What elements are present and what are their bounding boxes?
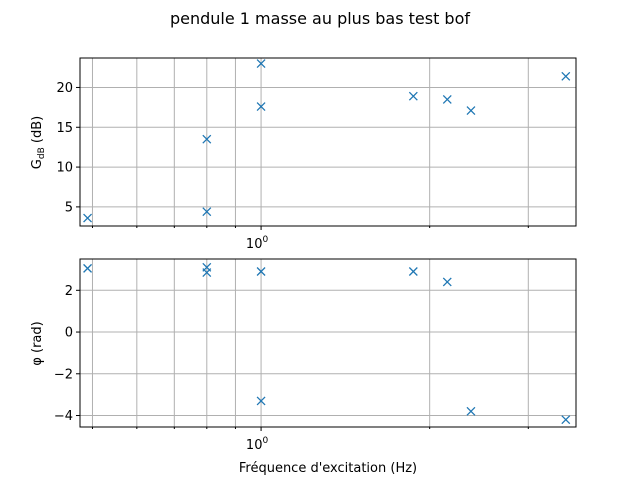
data-point — [256, 396, 266, 406]
data-point — [466, 406, 476, 416]
data-point — [442, 277, 452, 287]
gain-panel: 5 10 15 20 100 — [56, 57, 577, 252]
data-point — [202, 134, 212, 144]
data-point — [256, 267, 266, 276]
data-point — [561, 415, 571, 425]
data-point — [202, 207, 212, 217]
data-point — [83, 263, 93, 273]
data-point — [202, 262, 212, 272]
axes-frame — [79, 258, 577, 428]
gain-y-axis-label: GdB (dB) — [30, 116, 47, 169]
data-point — [442, 94, 452, 104]
data-point — [408, 267, 418, 276]
axes-frame — [79, 57, 577, 227]
y-tick-label: 15 — [56, 121, 73, 136]
data-point — [466, 106, 476, 116]
x-axis-label: Fréquence d'excitation (Hz) — [239, 461, 417, 476]
y-tick-label: 2 — [65, 284, 73, 299]
chart-title: pendule 1 masse au plus bas test bof — [170, 9, 470, 28]
x-tick-label: 100 — [246, 235, 269, 252]
y-tick-label: 0 — [65, 326, 73, 341]
y-tick-label: 20 — [56, 81, 73, 96]
phase-panel: −4 −2 0 2 100 — [54, 258, 577, 453]
x-tick-label: 100 — [246, 436, 269, 453]
data-point — [408, 91, 418, 101]
data-point — [256, 59, 266, 69]
data-point — [83, 213, 93, 223]
data-point — [561, 71, 571, 81]
data-point — [256, 102, 266, 112]
y-tick-label: −2 — [54, 367, 73, 382]
y-tick-label: 5 — [65, 200, 73, 215]
y-tick-label: −4 — [54, 409, 73, 424]
y-tick-label: 10 — [56, 161, 73, 176]
phase-y-axis-label: φ (rad) — [30, 321, 45, 365]
